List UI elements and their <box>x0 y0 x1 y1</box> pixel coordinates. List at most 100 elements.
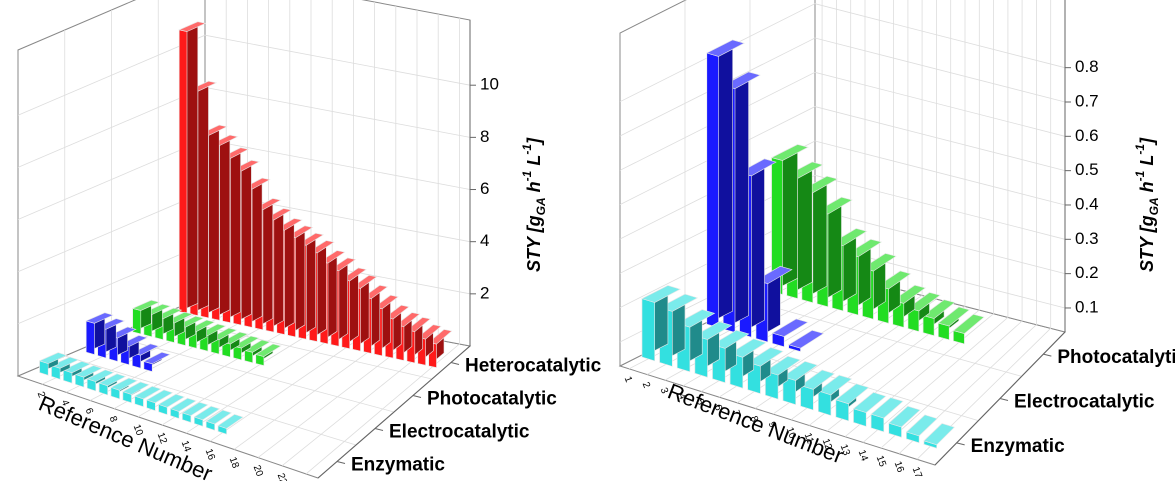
bar <box>181 401 209 423</box>
bar <box>145 389 174 412</box>
z-axis-title-part: -1 <box>1133 170 1147 181</box>
x-tick-label: 6 <box>712 403 724 412</box>
bar-top <box>217 414 244 429</box>
bar <box>110 377 138 400</box>
z-grid-line <box>619 37 1066 137</box>
x-grid-line <box>305 18 460 475</box>
z-axis-title-part: STY [ <box>1137 224 1157 272</box>
x-tick-label: 13 <box>838 443 852 458</box>
floor-row-line <box>64 355 357 446</box>
bar <box>907 291 941 332</box>
z-axis-title-part: ] <box>1137 137 1157 146</box>
bar-top <box>922 299 956 319</box>
x-tick-label: 20 <box>251 464 265 479</box>
bar-top <box>122 381 150 395</box>
z-tick-label: 0.5 <box>1075 160 1099 179</box>
z-axis-title-part: -1 <box>520 144 534 155</box>
category-tick <box>450 362 460 365</box>
bar-top <box>428 329 453 345</box>
axis-edge <box>317 20 471 479</box>
x-tick-label: 16 <box>892 460 906 475</box>
bar-top <box>937 306 970 327</box>
bar-top <box>729 338 767 358</box>
z-axis-title-part: ] <box>524 137 544 146</box>
bar-top <box>870 397 904 419</box>
bar <box>799 369 836 411</box>
z-axis-title: STY [gGA h-1 L-1] <box>1133 137 1161 272</box>
bar-top <box>705 39 746 57</box>
bar-top <box>817 374 853 396</box>
category-tick <box>336 461 346 464</box>
bar <box>193 405 221 427</box>
x-tick-label: 18 <box>227 456 241 471</box>
z-axis-title-part: STY [ <box>524 224 544 272</box>
bar <box>205 409 232 431</box>
bar <box>134 385 162 408</box>
category-tick <box>412 395 422 398</box>
bar <box>888 405 921 438</box>
bar <box>38 352 68 376</box>
x-tick-label: 8 <box>748 415 760 424</box>
bar-top <box>74 365 103 378</box>
bar <box>922 299 956 337</box>
x-tick-label: 17 <box>910 466 924 481</box>
z-tick-label: 0.4 <box>1075 194 1099 213</box>
bar <box>98 373 127 396</box>
z-axis-title-part: -1 <box>1133 144 1147 155</box>
bar-top <box>110 377 138 391</box>
category-label: Photocatalytic <box>1057 347 1175 368</box>
bar-front <box>800 385 814 411</box>
bar-top <box>131 299 161 311</box>
bar-top <box>770 144 809 161</box>
axis-edge <box>934 0 1066 466</box>
bar <box>86 369 115 392</box>
bar <box>122 381 150 404</box>
category-tick <box>956 442 965 446</box>
x-grid-line <box>880 0 1023 449</box>
bar-top <box>852 392 887 413</box>
bar <box>243 339 271 364</box>
bar-front <box>706 52 719 329</box>
bar <box>169 397 197 419</box>
bar-top <box>676 309 716 328</box>
z-axis-title-part: GA <box>534 197 548 215</box>
x-grid-line <box>754 0 923 409</box>
z-tick-label: 2 <box>480 283 489 302</box>
bar <box>50 356 80 380</box>
bar-top <box>923 423 955 446</box>
z-grid-line <box>619 3 1066 103</box>
z-grid-line <box>17 34 471 116</box>
category-label: Electrocatalytic <box>389 422 530 443</box>
category-label: Enzymatic <box>971 436 1065 457</box>
bar-top <box>145 389 174 404</box>
bar-top <box>711 329 750 349</box>
bar <box>937 306 970 341</box>
bar <box>771 318 809 348</box>
z-grid-line <box>619 71 1066 171</box>
bar-top <box>62 361 92 374</box>
bar-front <box>641 298 656 362</box>
bar <box>835 383 870 422</box>
x-tick-label: 10 <box>784 426 798 441</box>
category-label: Photocatalytic <box>427 389 557 410</box>
x-tick-label: 2 <box>35 390 47 399</box>
bar <box>905 414 938 444</box>
x-tick-label: 22 <box>275 472 289 481</box>
z-tick-label: 0.2 <box>1075 263 1099 282</box>
z-tick-label: 0.7 <box>1075 91 1099 110</box>
bar <box>817 374 853 416</box>
bar-top <box>952 313 985 334</box>
z-tick-label: 8 <box>480 127 489 146</box>
z-tick-label: 0.3 <box>1075 229 1099 248</box>
floor-row-line <box>749 300 1022 377</box>
bar <box>131 299 161 335</box>
z-axis-title-part: -1 <box>520 170 534 181</box>
bar-top <box>169 397 197 412</box>
category-tick <box>374 428 384 431</box>
category-label: Heterocatalytic <box>465 356 602 377</box>
z-axis-title-part: GA <box>1147 197 1161 215</box>
bar <box>85 312 114 355</box>
z-tick-label: 0.1 <box>1075 297 1099 316</box>
bar-top <box>782 361 818 381</box>
